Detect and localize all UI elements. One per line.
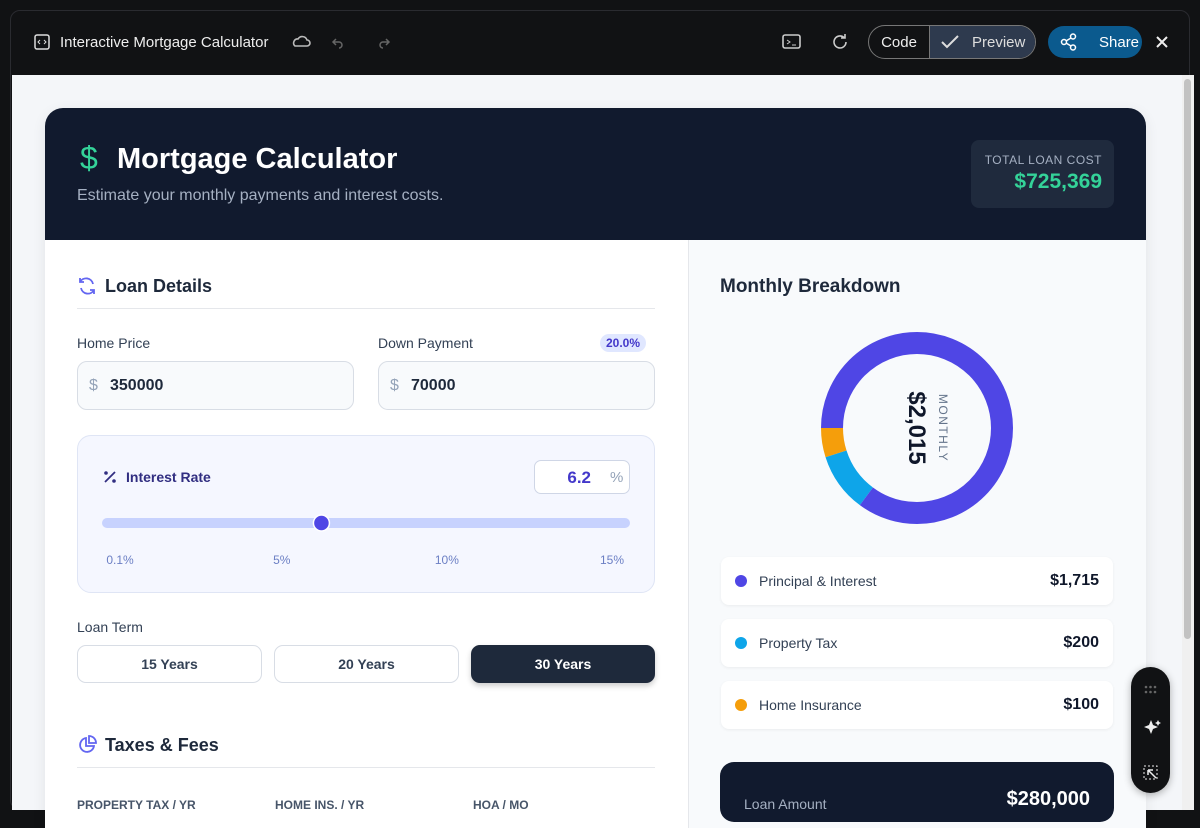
loan-amount: $280,000 — [1006, 788, 1090, 810]
breakdown-name: Property Tax — [759, 635, 838, 651]
floating-toolbar[interactable] — [1131, 667, 1170, 793]
column-label: HOME INS. / YR — [275, 798, 365, 812]
column-label: HOA / MO — [473, 798, 529, 812]
view-toggle[interactable]: Code Preview — [868, 25, 1036, 59]
total-value: $725,369 — [1014, 170, 1102, 193]
share-icon — [1060, 33, 1077, 51]
slider-tick-label: 10% — [435, 553, 459, 567]
legend-dot — [735, 575, 747, 587]
field-label: Loan Term — [77, 619, 143, 635]
screen: Interactive Mortgage Calculator Code Pre… — [0, 10, 1194, 828]
section-title: Taxes & Fees — [105, 735, 219, 755]
scrollbar — [1182, 75, 1194, 810]
pie-icon — [79, 735, 97, 753]
legend-dot — [735, 637, 747, 649]
field-label: Down Payment — [378, 335, 473, 351]
breakdown-value: $200 — [1063, 634, 1099, 651]
dollar-icon: $ — [80, 140, 98, 176]
slider-thumb[interactable] — [312, 514, 331, 532]
refresh-icon — [79, 277, 95, 295]
share-button[interactable]: Share — [1048, 26, 1142, 58]
code-tab[interactable]: Code — [881, 33, 917, 51]
interest-slider[interactable]: 0.1% 5% 10% 15% — [0, 505, 700, 575]
toolbar-icons-right[interactable] — [782, 32, 852, 52]
breakdown-value: $1,715 — [1050, 572, 1099, 589]
interest-label: Interest Rate — [126, 469, 211, 485]
currency-prefix: $ — [89, 377, 98, 394]
divider — [77, 308, 655, 309]
header — [45, 108, 1146, 240]
term-button[interactable]: 15 Years — [77, 645, 262, 683]
donut-center-label: MONTHLY — [936, 394, 950, 462]
toolbar-icons[interactable] — [291, 32, 391, 52]
floating-icons — [1143, 685, 1161, 780]
interest-unit: % — [610, 469, 624, 486]
down-payment-input[interactable] — [378, 361, 655, 410]
slider-track — [102, 518, 630, 528]
breakdown-name: Principal & Interest — [759, 573, 877, 589]
section-title: Loan Details — [105, 276, 213, 296]
breakdown-row: Property Tax $200 — [721, 619, 1113, 667]
window-title: Interactive Mortgage Calculator — [60, 34, 269, 51]
slider-tick-label: 0.1% — [106, 553, 134, 567]
breakdown-row: Home Insurance $100 — [721, 681, 1113, 729]
divider — [77, 767, 655, 768]
check-icon — [941, 35, 959, 49]
home-price: 350000 — [110, 377, 164, 394]
interest-input[interactable] — [534, 460, 630, 494]
down-payment: 70000 — [411, 377, 456, 394]
term-button-active[interactable]: 30 Years — [471, 645, 655, 683]
currency-prefix: $ — [390, 377, 399, 394]
close-icon[interactable] — [1155, 35, 1169, 49]
breakdown-title: Monthly Breakdown — [720, 276, 901, 297]
breakdown-value: $100 — [1063, 696, 1099, 713]
code-icon — [34, 34, 50, 50]
preview-tab[interactable]: Preview — [929, 26, 1035, 58]
total-label: TOTAL LOAN COST — [984, 153, 1102, 167]
slider-tick-label: 15% — [600, 553, 624, 567]
header-subtitle: Estimate your monthly payments and inter… — [77, 187, 444, 204]
home-price-input[interactable] — [77, 361, 354, 410]
field-label: Home Price — [77, 335, 151, 351]
legend-dot — [735, 699, 747, 711]
loan-amount-label: Loan Amount — [744, 796, 827, 812]
column-label: PROPERTY TAX / YR — [77, 798, 196, 812]
donut-chart: MONTHLY $2,015 — [821, 332, 1013, 524]
interest-value: 6.2 — [567, 468, 591, 487]
total-box — [971, 140, 1114, 208]
percent-badge: 20.0% — [600, 334, 647, 352]
term-button[interactable]: 20 Years — [274, 645, 459, 683]
donut-segment — [821, 332, 1013, 524]
header-title: Mortgage Calculator — [117, 143, 398, 175]
slider-tick-label: 5% — [273, 553, 291, 567]
donut-center-value: $2,015 — [903, 391, 930, 464]
breakdown-name: Home Insurance — [759, 697, 862, 713]
percent-icon — [104, 471, 116, 483]
breakdown-row: Principal & Interest $1,715 — [721, 557, 1113, 605]
